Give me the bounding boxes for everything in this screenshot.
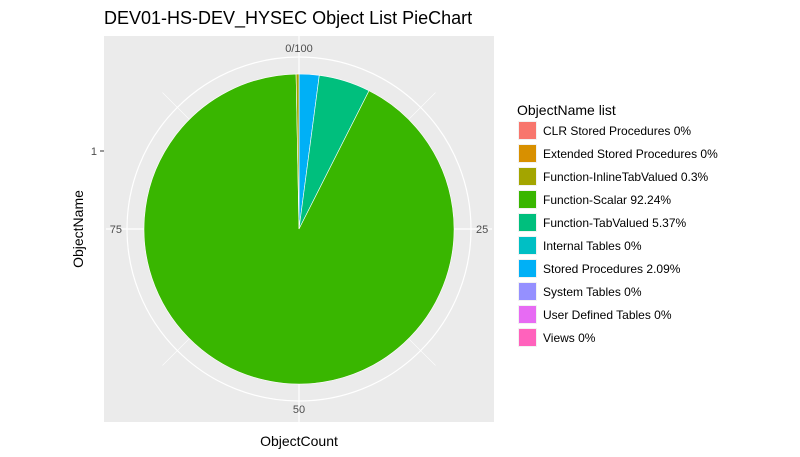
legend-swatch [519, 260, 536, 277]
legend-swatch [519, 237, 536, 254]
legend-item: Function-TabValued 5.37% [518, 213, 687, 232]
legend-item: Internal Tables 0% [518, 236, 642, 255]
legend-item: Stored Procedures 2.09% [518, 259, 681, 278]
legend-label: Stored Procedures 2.09% [543, 262, 681, 276]
grid-circle [126, 56, 472, 402]
legend-item: Extended Stored Procedures 0% [518, 144, 718, 163]
legend-label: Function-InlineTabValued 0.3% [543, 170, 709, 184]
legend-swatch [519, 214, 536, 231]
x-axis-title: ObjectCount [260, 433, 338, 449]
pie-slices [143, 73, 455, 385]
legend-label: System Tables 0% [543, 285, 642, 299]
legend-swatch [519, 122, 536, 139]
legend-label: Extended Stored Procedures 0% [543, 147, 718, 161]
legend-item: Function-Scalar 92.24% [518, 190, 671, 209]
legend-item: Function-InlineTabValued 0.3% [518, 167, 709, 186]
theta-tick-label: 25 [476, 224, 488, 236]
legend-item: Views 0% [518, 328, 596, 347]
theta-tick-label: 75 [110, 224, 122, 236]
pie-slice [143, 73, 455, 385]
y-axis-title: ObjectName [70, 190, 86, 268]
legend-label: Function-TabValued 5.37% [543, 216, 687, 230]
theta-tick-labels: 0/100 25 50 75 [110, 43, 489, 416]
legend-label: Views 0% [543, 331, 596, 345]
legend-swatch [519, 168, 536, 185]
legend-label: Internal Tables 0% [543, 239, 642, 253]
legend-swatch [519, 306, 536, 323]
legend: CLR Stored Procedures 0% Extended Stored … [518, 121, 718, 347]
legend-item: System Tables 0% [518, 282, 642, 301]
legend-swatch [519, 145, 536, 162]
legend-item: User Defined Tables 0% [518, 305, 672, 324]
legend-label: Function-Scalar 92.24% [543, 193, 671, 207]
legend-label: User Defined Tables 0% [543, 308, 672, 322]
chart-title: DEV01-HS-DEV_HYSEC Object List PieChart [104, 8, 472, 29]
legend-swatch [519, 283, 536, 300]
legend-title: ObjectName list [517, 102, 616, 118]
theta-tick-label: 50 [293, 404, 305, 416]
pie-slice [295, 73, 300, 230]
legend-swatch [519, 191, 536, 208]
legend-label: CLR Stored Procedures 0% [543, 124, 691, 138]
legend-swatch [519, 329, 536, 346]
legend-item: CLR Stored Procedures 0% [518, 121, 691, 140]
y-axis-tick-label: 1 [91, 146, 97, 158]
theta-tick-label: 0/100 [285, 43, 313, 55]
